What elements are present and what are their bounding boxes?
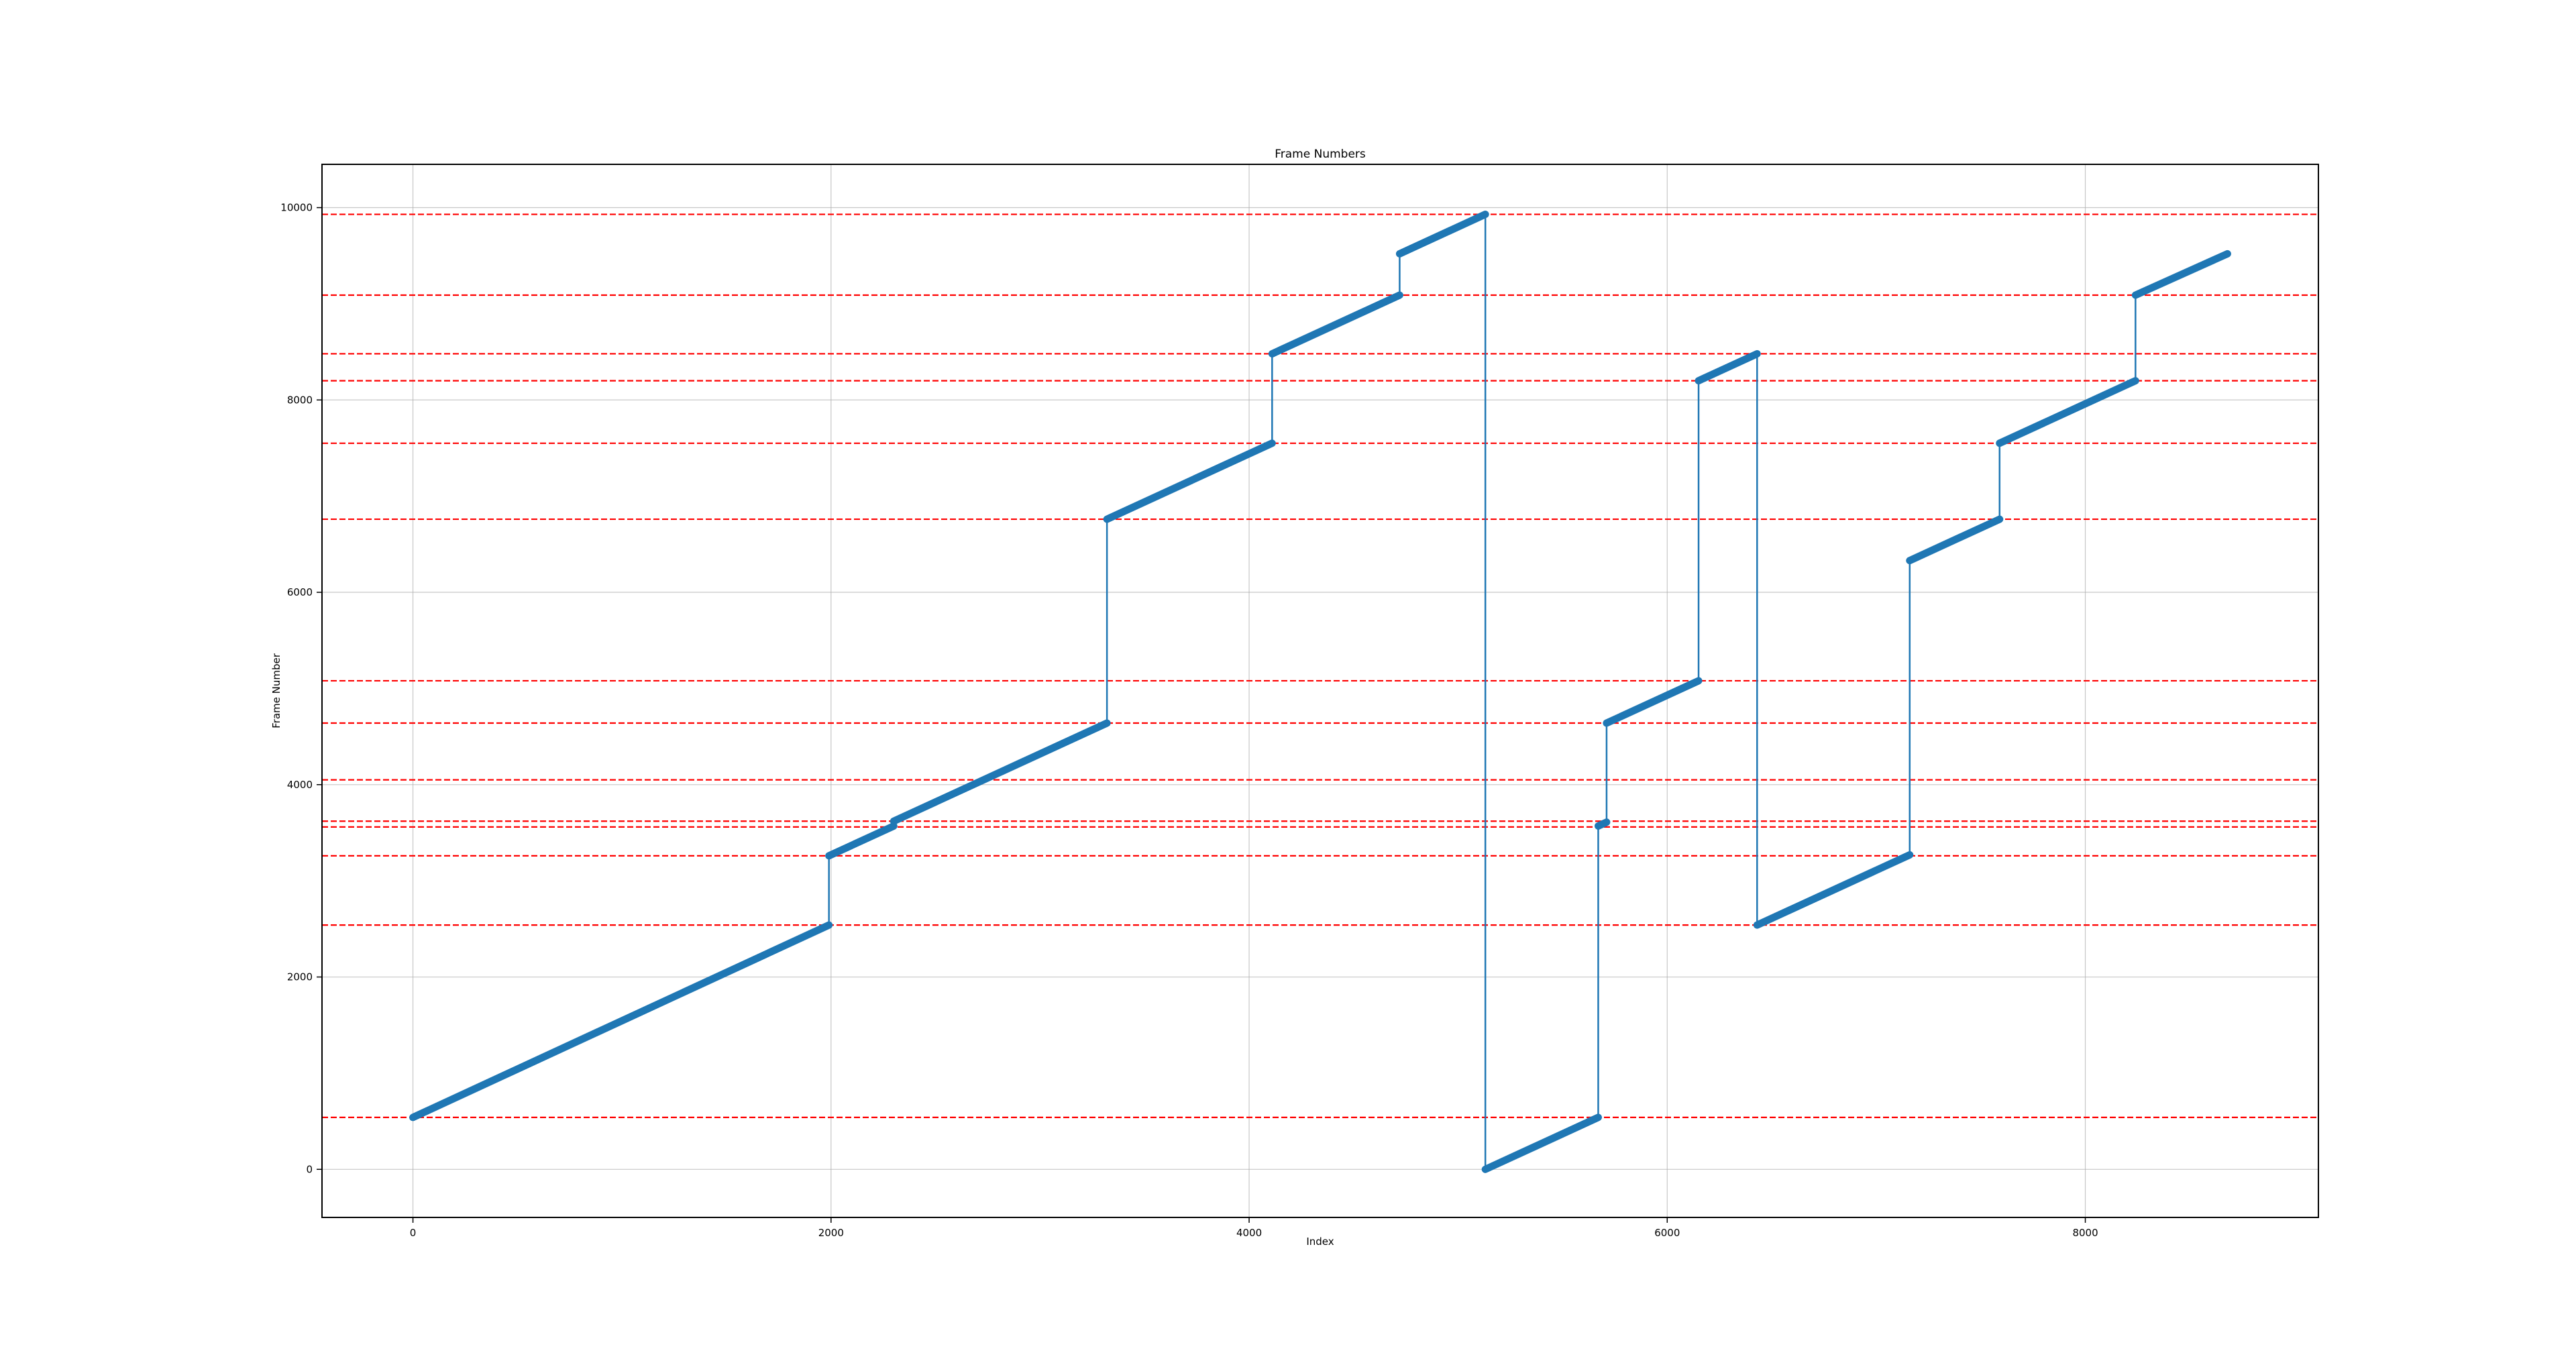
series-segment bbox=[1906, 515, 2004, 565]
x-tick-label: 4000 bbox=[1236, 1227, 1262, 1239]
y-axis-label: Frame Number bbox=[270, 653, 282, 728]
x-tick-label: 8000 bbox=[2072, 1227, 2098, 1239]
series-segment bbox=[1753, 851, 1914, 929]
chart-title: Frame Numbers bbox=[1275, 148, 1366, 161]
series-segment bbox=[1268, 291, 1403, 358]
x-tick-label: 6000 bbox=[1654, 1227, 1680, 1239]
series-segment bbox=[1481, 1113, 1602, 1173]
series-segment bbox=[1594, 818, 1611, 830]
series-segment bbox=[1103, 439, 1276, 523]
tick-layer: 0 2000 4000 6000 8000 0 2000 4000 6000 8000 10000 bbox=[280, 202, 2098, 1239]
series-segment bbox=[1395, 211, 1489, 258]
plot-frame bbox=[321, 164, 2319, 1218]
series-segment bbox=[1695, 349, 1761, 385]
y-tick-label: 10000 bbox=[280, 202, 313, 214]
reference-lines bbox=[322, 213, 2318, 1118]
series-segment bbox=[1603, 677, 1703, 727]
series-segment bbox=[2131, 250, 2231, 299]
series-layer bbox=[409, 211, 2231, 1173]
series-segment bbox=[825, 822, 898, 860]
grid-layer bbox=[322, 164, 2318, 1217]
series-segment bbox=[890, 719, 1111, 825]
y-tick-label: 2000 bbox=[287, 971, 313, 983]
series-segment bbox=[1996, 377, 2139, 447]
x-axis-label: Index bbox=[1306, 1236, 1334, 1248]
series-segment bbox=[409, 921, 833, 1122]
y-tick-label: 0 bbox=[306, 1163, 313, 1175]
x-tick-label: 0 bbox=[410, 1227, 417, 1239]
x-tick-label: 2000 bbox=[818, 1227, 844, 1239]
y-tick-label: 6000 bbox=[287, 586, 313, 598]
y-tick-label: 4000 bbox=[287, 779, 313, 791]
y-tick-label: 8000 bbox=[287, 394, 313, 406]
